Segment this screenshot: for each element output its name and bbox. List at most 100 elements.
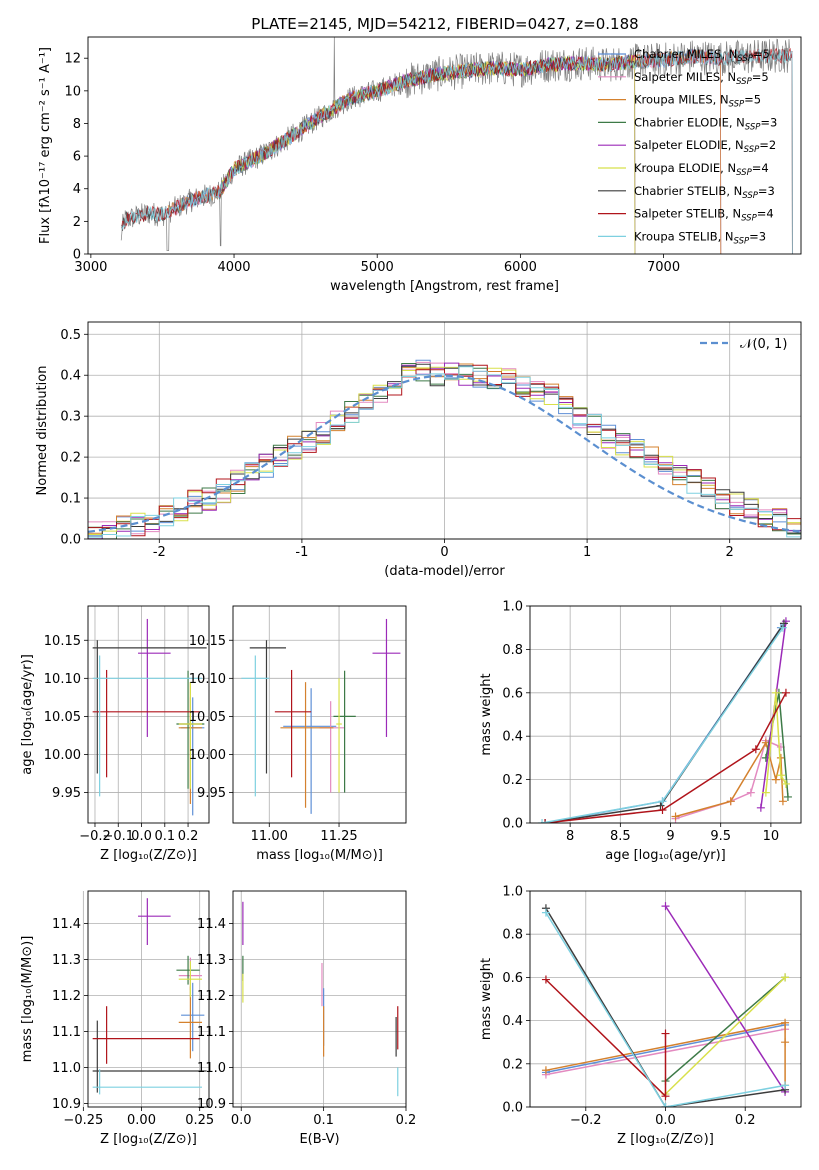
y-tick-label: 10.15 [189,634,226,649]
histogram-step [88,366,801,538]
data-point-marker [751,745,760,754]
data-point-marker [541,1066,550,1075]
data-point-marker [656,801,665,810]
mass-weight-line [664,976,786,1095]
mass-weight-line [545,692,787,823]
data-point-marker [661,1092,670,1101]
x-tick-label: 0 [440,545,448,560]
legend-label-text: Chabrier STELIB, N [634,184,742,198]
y-axis-label: Normed distribution [35,366,50,496]
y-tick-label: 11.4 [197,917,226,932]
legend-label: 𝒩(0, 1) [740,337,787,352]
plot-area-spectrum [120,37,793,254]
data-point-marker [761,753,770,762]
data-point-marker [778,623,787,632]
data-point-marker [541,819,550,823]
y-tick-label: 10.15 [44,634,81,649]
data-point-marker [761,788,770,797]
y-tick-label: 0.1 [60,492,81,507]
plot-area-mass-vs-Z [92,898,207,1095]
legend-label-text: Salpeter ELODIE, N [634,138,744,152]
plot-age-vs-Z: −0.2−0.10.0 0.1 0.2 9.95 10.00 10.05 10.10 10.1… [20,605,210,863]
axes-frame [529,890,802,1108]
legend-label: Salpeter MILES, NSSP=5 [634,70,769,87]
x-tick-label: 3000 [74,260,107,275]
plot-massweight-vs-Z: −0.2 0.0 0.2 0.0 0.2 0.4 0.6 0.8 1.0 Z [log₁₀(Z/Z… [479,885,802,1147]
data-point-marker [771,688,780,697]
legend-label-text: Salpeter STELIB, N [634,207,741,221]
y-tick-label: 8 [73,117,81,132]
legend-label-text: Kroupa STELIB, N [634,229,734,243]
plot-area-residuals [88,359,801,539]
x-axis-label: wavelength [Angstrom, rest frame] [330,279,559,294]
legend-label-suffix: =5 [753,47,770,61]
legend-label-sub: SSP [736,77,752,87]
y-axis-label: mass weight [479,958,494,1040]
mass-weight-line [765,692,787,793]
x-axis-label: Z [log₁₀(Z/Z⊙)] [100,1132,197,1147]
y-tick-label: 11.2 [52,989,81,1004]
legend-label-text: Chabrier MILES, N [634,47,737,61]
mass-weight-line [544,627,782,823]
plot-area-age-vs-mass [241,618,401,814]
mass-weight-line [545,907,786,1107]
plot-mass-vs-Z: −0.25 0.00 0.25 10.9 11.0 11.1 11.2 11.3 11.4 Z [… [20,890,214,1147]
legend-label-sub: SSP [742,191,758,201]
y-tick-label: 10.9 [197,1097,226,1112]
x-tick-label: 11.00 [251,829,288,844]
data-point-marker [658,797,667,806]
legend-label-suffix: =5 [744,93,761,107]
y-tick-label: 10.10 [189,672,226,687]
legend-label-text: Kroupa MILES, N [634,93,729,107]
legend-label-sub: SSP [744,145,760,155]
plot-area-massweight-vs-Z [541,902,790,1107]
legend-label-suffix: =3 [758,184,775,198]
x-tick-label: 4000 [217,260,250,275]
y-tick-label: 0.4 [502,1014,523,1029]
plot-mass-vs-ebv: 0.0 0.1 0.2 10.9 11.0 11.1 11.2 11.3 11.4 E(B-V) [197,890,417,1147]
x-tick-label: 6000 [504,260,537,275]
y-tick-label: 10.00 [189,748,226,763]
x-tick-label: 0.2 [178,829,199,844]
x-tick-label: 0.2 [396,1113,417,1128]
data-point-marker [781,1018,790,1027]
y-tick-label: 0.2 [502,773,523,788]
y-axis-label: age [log₁₀(age/yr)] [20,654,35,775]
y-tick-label: 0.4 [502,730,523,745]
y-tick-label: 10.9 [52,1097,81,1112]
y-tick-label: 11.0 [197,1061,226,1076]
y-tick-label: 0.2 [60,451,81,466]
legend-label: Salpeter ELODIE, NSSP=2 [634,138,776,155]
legend-label-sub: SSP [737,54,753,64]
legend-label: Kroupa MILES, NSSP=5 [634,93,761,110]
x-tick-label: 0.00 [127,1113,156,1128]
x-tick-label: 8 [566,829,574,844]
x-tick-label: −0.2 [79,829,111,844]
x-tick-label: 9.5 [710,829,731,844]
x-tick-label: 0.1 [313,1113,334,1128]
data-point-marker [771,775,780,784]
x-tick-label: −0.2 [570,1113,602,1128]
data-point-marker [541,908,550,917]
y-tick-label: 1.0 [502,885,523,900]
plot-area-massweight-vs-age [538,617,792,823]
axes-frame [87,890,210,1108]
y-tick-label: 10.05 [189,710,226,725]
legend-label: Chabrier STELIB, NSSP=3 [634,184,775,201]
legend-label-suffix: =3 [749,229,766,243]
data-point-marker [726,797,735,806]
data-point-marker [746,788,755,797]
histogram-step [88,361,801,535]
legend-label-sub: SSP [736,168,752,178]
y-tick-label: 10.05 [44,710,81,725]
data-point-marker [776,771,785,780]
histogram-step [88,359,801,539]
y-axis-label: mass [log₁₀(M/M⊙)] [20,936,35,1063]
x-axis-label: (data-model)/error [384,564,505,579]
legend-label: Kroupa STELIB, NSSP=3 [634,229,766,246]
x-tick-label: 0.1 [154,829,175,844]
y-tick-label: 11.3 [197,953,226,968]
x-axis-label: E(B-V) [299,1132,339,1147]
legend-label-suffix: =5 [752,70,769,84]
y-tick-label: 11.4 [52,917,81,932]
